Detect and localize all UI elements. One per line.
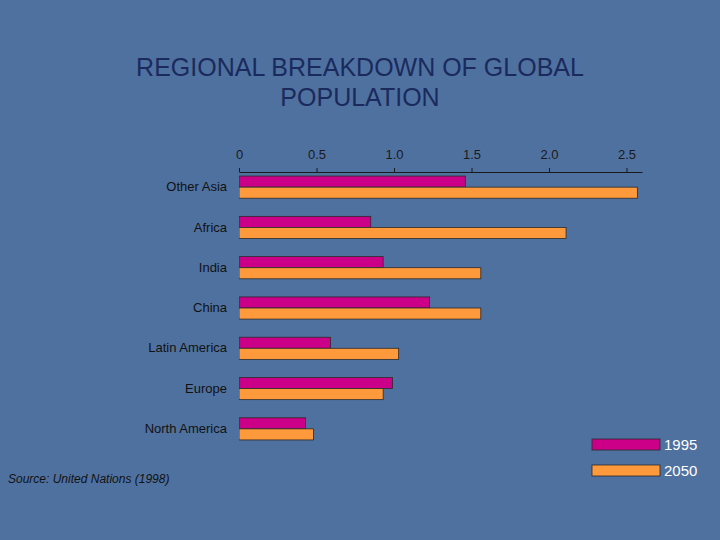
legend-label: 1995 [664,436,697,453]
category-label: Europe [185,381,227,396]
category-label: Latin America [148,340,228,355]
x-axis: 0 0.5 1.0 1.5 2.0 2.5 [236,147,643,173]
x-tick-label: 2.5 [618,147,636,162]
x-axis-line [240,172,643,173]
y-axis: Other Asia Africa India China Latin America E… [145,179,228,436]
y-tick: India [199,260,228,275]
x-tick: 1.5 [463,147,481,172]
bar [239,176,465,187]
x-tick: 0 [236,147,243,172]
x-tick-label: 1.5 [463,147,481,162]
x-tick: 0.5 [308,147,326,172]
x-tick-mark [472,168,473,172]
y-tick: Other Asia [166,179,227,194]
legend-label: 2050 [664,462,697,479]
x-tick: 2.0 [540,147,558,172]
bar [239,227,566,238]
x-tick: 2.5 [618,147,636,172]
x-tick-mark [317,168,318,172]
x-tick-label: 0 [236,147,243,162]
y-tick: China [193,300,228,315]
y-tick: Latin America [148,340,228,355]
bar [239,216,371,227]
y-tick: Europe [185,381,227,396]
x-tick-mark [549,168,550,172]
bar [239,257,383,268]
bar [239,389,383,400]
bar [239,348,399,359]
category-label: China [193,300,228,315]
bar [239,429,313,440]
chart-title: REGIONAL BREAKDOWN OF GLOBAL POPULATION [80,52,640,112]
bar [239,297,430,308]
x-tick-label: 2.0 [540,147,558,162]
y-tick: North America [145,421,228,436]
category-label: North America [145,421,228,436]
x-tick-mark [394,168,395,172]
legend: 1995 2050 [592,436,697,479]
bar-series [239,187,637,440]
category-label: Africa [194,220,228,235]
x-tick-label: 1.0 [385,147,403,162]
bar [239,337,330,348]
category-label: Other Asia [166,179,227,194]
x-tick-label: 0.5 [308,147,326,162]
x-tick: 1.0 [385,147,403,172]
y-tick: Africa [194,220,228,235]
bar [239,418,306,429]
category-label: India [199,260,228,275]
x-tick-mark [239,168,240,172]
legend-swatch [592,439,660,450]
bar [239,308,481,319]
chart: 0 0.5 1.0 1.5 2.0 2.5 Other Asia Africa India Chi… [0,0,720,540]
x-tick-mark [627,168,628,172]
bar [239,377,392,388]
bar-series [239,176,465,429]
plot-area [239,176,637,440]
bar [239,187,637,198]
source-note: Source: United Nations (1998) [8,472,169,486]
bar [239,268,481,279]
legend-swatch [592,465,660,476]
